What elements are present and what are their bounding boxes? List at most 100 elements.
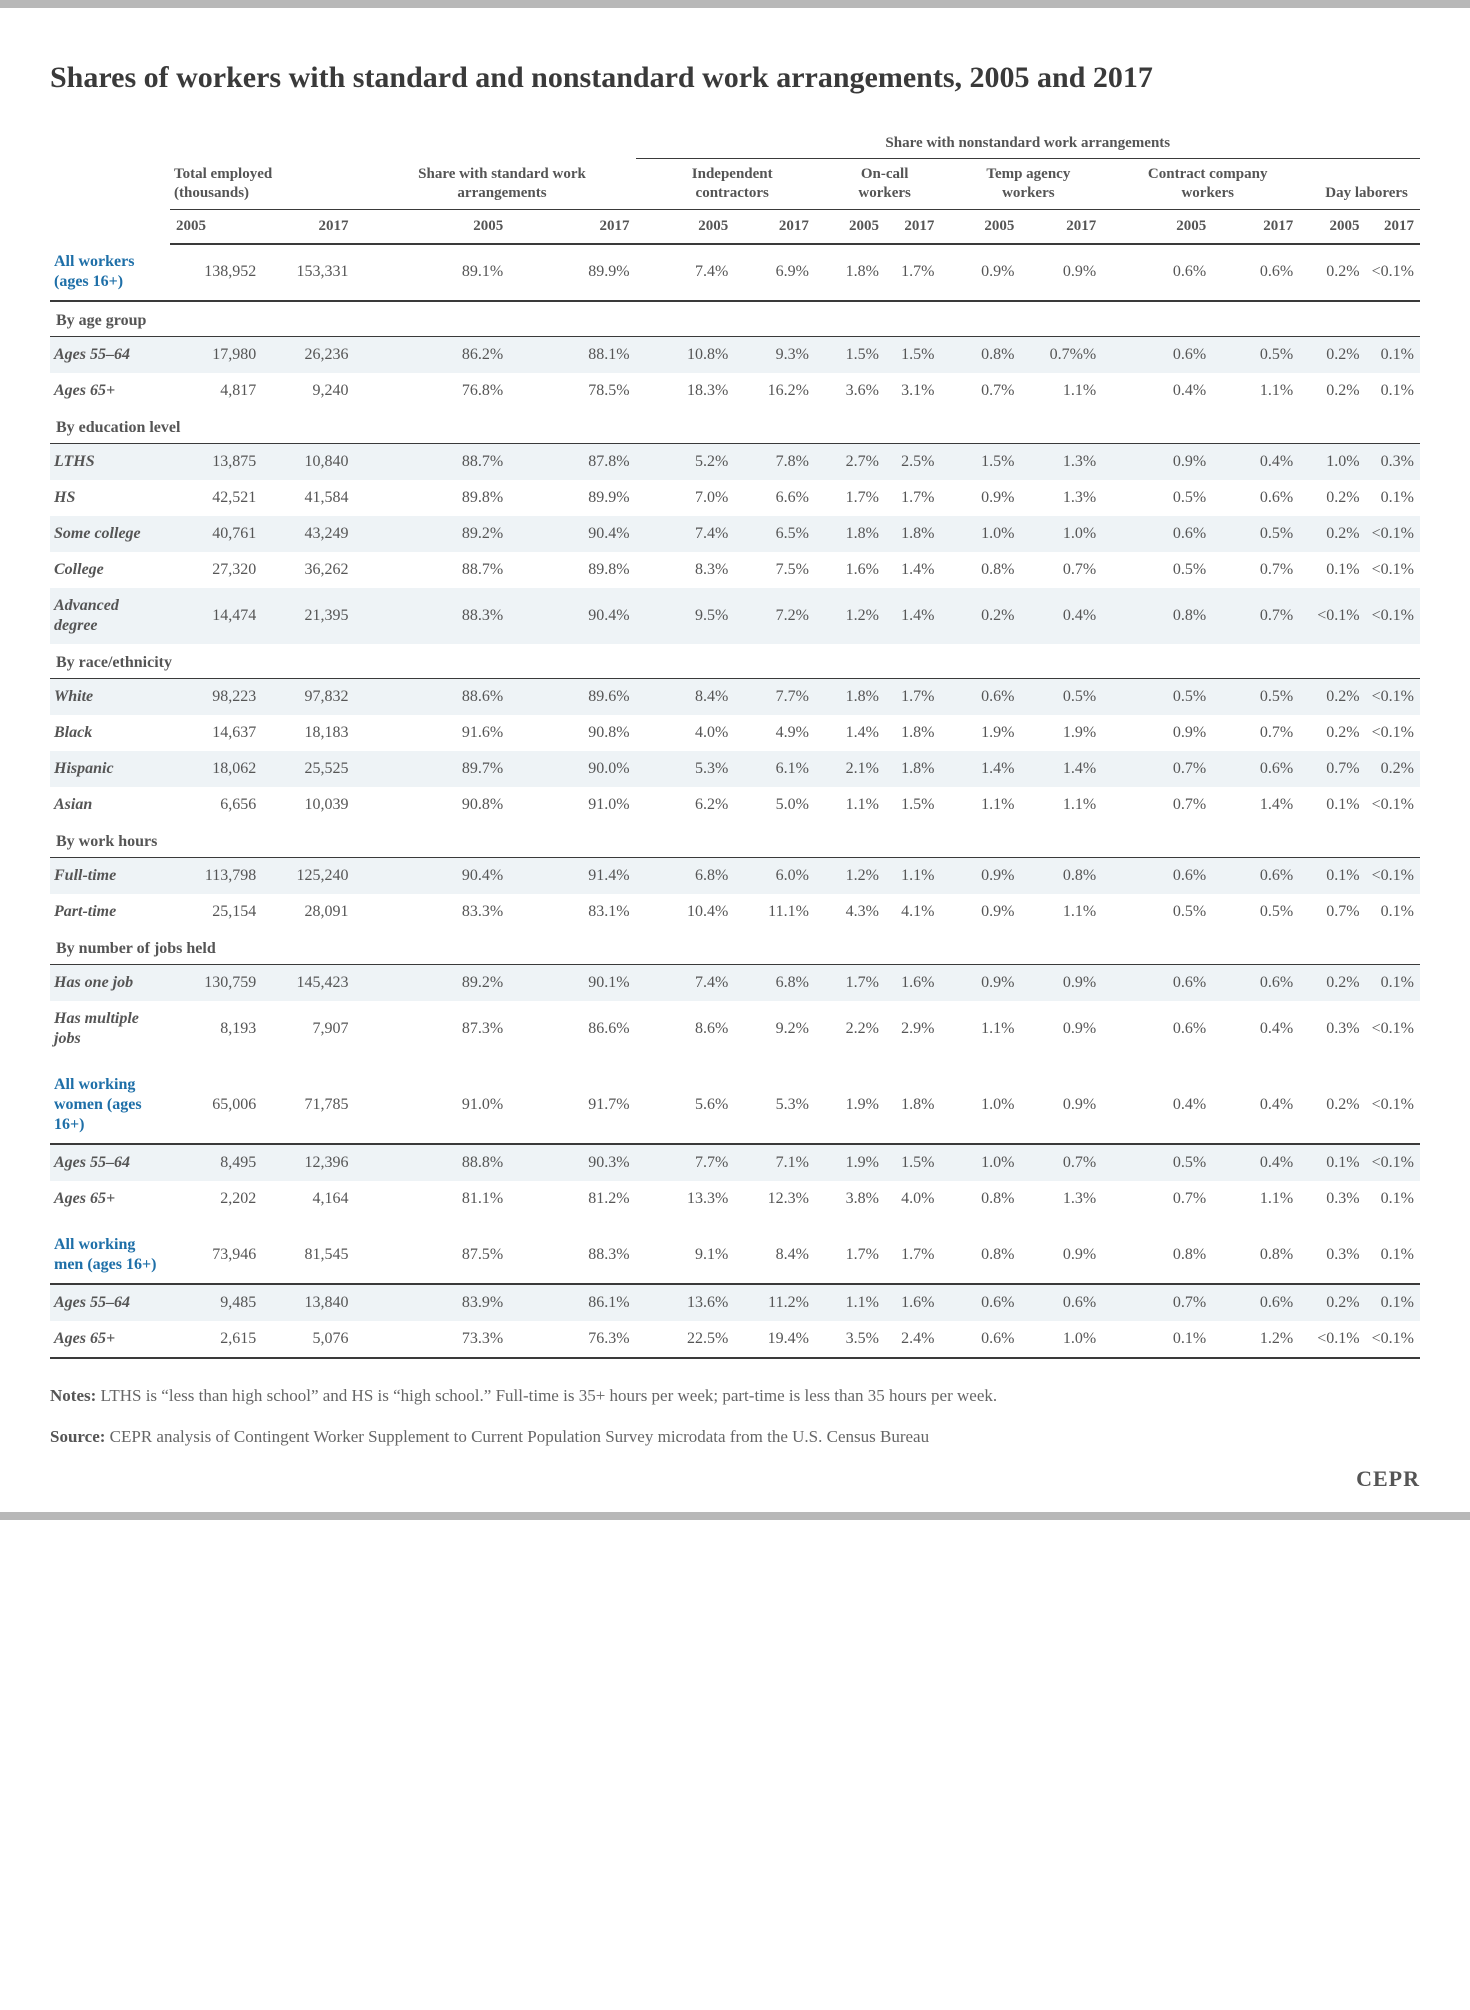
data-cell: 1.4% bbox=[940, 751, 1020, 787]
data-cell: 0.6% bbox=[1212, 480, 1299, 516]
data-cell: <0.1% bbox=[1366, 552, 1420, 588]
data-cell: 1.0% bbox=[1020, 1321, 1102, 1358]
data-cell: 0.7% bbox=[1020, 552, 1102, 588]
table-body: All workers (ages 16+)138,952153,33189.1… bbox=[50, 244, 1420, 1358]
data-cell: 0.6% bbox=[1102, 244, 1212, 301]
data-cell: 0.6% bbox=[1020, 1284, 1102, 1321]
data-cell: 13,840 bbox=[262, 1284, 354, 1321]
data-cell: 11.2% bbox=[734, 1284, 815, 1321]
data-cell: 7.4% bbox=[636, 964, 735, 1001]
data-cell: 41,584 bbox=[262, 480, 354, 516]
data-cell: 1.5% bbox=[940, 443, 1020, 480]
data-cell: 0.7% bbox=[1102, 1181, 1212, 1217]
data-cell: 9.1% bbox=[636, 1227, 735, 1284]
row-label: Has one job bbox=[50, 964, 170, 1001]
row-label: College bbox=[50, 552, 170, 588]
data-cell: 1.5% bbox=[815, 336, 885, 373]
data-cell: 1.1% bbox=[1020, 787, 1102, 823]
data-cell: 0.9% bbox=[940, 894, 1020, 930]
table-row: Has one job130,759145,42389.2%90.1%7.4%6… bbox=[50, 964, 1420, 1001]
data-cell: 28,091 bbox=[262, 894, 354, 930]
data-cell: 0.2% bbox=[1366, 751, 1420, 787]
data-cell: 87.8% bbox=[509, 443, 635, 480]
data-cell: 86.6% bbox=[509, 1001, 635, 1057]
table-row: Ages 55–649,48513,84083.9%86.1%13.6%11.2… bbox=[50, 1284, 1420, 1321]
data-cell: 12.3% bbox=[734, 1181, 815, 1217]
data-cell: 86.1% bbox=[509, 1284, 635, 1321]
data-cell: 5,076 bbox=[262, 1321, 354, 1358]
data-cell: 0.8% bbox=[940, 552, 1020, 588]
data-cell: 0.7% bbox=[940, 373, 1020, 409]
data-cell: 0.7% bbox=[1212, 588, 1299, 644]
row-label: All working women (ages 16+) bbox=[50, 1067, 170, 1144]
table-head: Share with nonstandard work arrangements… bbox=[50, 127, 1420, 244]
data-cell: 0.8% bbox=[1212, 1227, 1299, 1284]
data-cell: 1.4% bbox=[815, 715, 885, 751]
data-cell: 89.6% bbox=[509, 678, 635, 715]
data-cell: 4,817 bbox=[170, 373, 262, 409]
data-cell: 11.1% bbox=[734, 894, 815, 930]
table-row: Full-time113,798125,24090.4%91.4%6.8%6.0… bbox=[50, 857, 1420, 894]
data-cell: 87.5% bbox=[354, 1227, 509, 1284]
data-cell: 0.4% bbox=[1212, 443, 1299, 480]
data-cell: 6.8% bbox=[636, 857, 735, 894]
data-cell: 0.6% bbox=[1212, 244, 1299, 301]
data-cell: 0.6% bbox=[940, 1284, 1020, 1321]
table-row: Part-time25,15428,09183.3%83.1%10.4%11.1… bbox=[50, 894, 1420, 930]
data-cell: 0.4% bbox=[1212, 1067, 1299, 1144]
data-cell: 1.1% bbox=[940, 1001, 1020, 1057]
data-cell: 0.1% bbox=[1366, 1181, 1420, 1217]
data-cell: <0.1% bbox=[1366, 715, 1420, 751]
data-cell: 0.1% bbox=[1299, 552, 1365, 588]
table-row: College27,32036,26288.7%89.8%8.3%7.5%1.6… bbox=[50, 552, 1420, 588]
data-cell: 4.9% bbox=[734, 715, 815, 751]
data-cell: 0.8% bbox=[940, 336, 1020, 373]
table-row: Ages 65+2,6155,07673.3%76.3%22.5%19.4%3.… bbox=[50, 1321, 1420, 1358]
data-cell: 14,637 bbox=[170, 715, 262, 751]
row-label: Ages 65+ bbox=[50, 373, 170, 409]
data-cell: 73,946 bbox=[170, 1227, 262, 1284]
data-cell: 7.0% bbox=[636, 480, 735, 516]
data-cell: 2,615 bbox=[170, 1321, 262, 1358]
data-cell: <0.1% bbox=[1366, 244, 1420, 301]
data-cell: 1.3% bbox=[1020, 1181, 1102, 1217]
data-cell: 25,154 bbox=[170, 894, 262, 930]
data-cell: 91.6% bbox=[354, 715, 509, 751]
data-cell: 0.6% bbox=[1102, 857, 1212, 894]
data-cell: 88.3% bbox=[354, 588, 509, 644]
data-cell: 88.8% bbox=[354, 1144, 509, 1181]
data-cell: 0.2% bbox=[1299, 336, 1365, 373]
gap bbox=[50, 1217, 1420, 1227]
data-cell: 1.4% bbox=[885, 552, 940, 588]
data-cell: 1.1% bbox=[1020, 373, 1102, 409]
data-cell: 0.4% bbox=[1020, 588, 1102, 644]
data-cell: 1.1% bbox=[815, 787, 885, 823]
data-cell: 1.1% bbox=[1212, 1181, 1299, 1217]
year-header: 2017 bbox=[262, 209, 354, 244]
data-cell: 0.8% bbox=[940, 1227, 1020, 1284]
table-row: Advanced degree14,47421,39588.3%90.4%9.5… bbox=[50, 588, 1420, 644]
data-cell: 0.9% bbox=[1020, 1067, 1102, 1144]
data-cell: 0.9% bbox=[1020, 244, 1102, 301]
data-cell: 0.7% bbox=[1212, 552, 1299, 588]
data-cell: 40,761 bbox=[170, 516, 262, 552]
data-cell: 3.8% bbox=[815, 1181, 885, 1217]
notes-line: Notes: LTHS is “less than high school” a… bbox=[50, 1383, 1420, 1409]
data-cell: 7.7% bbox=[636, 1144, 735, 1181]
data-cell: 1.6% bbox=[885, 964, 940, 1001]
data-cell: 0.6% bbox=[1212, 857, 1299, 894]
row-label: LTHS bbox=[50, 443, 170, 480]
data-cell: 0.8% bbox=[1020, 857, 1102, 894]
table-row: Ages 65+4,8179,24076.8%78.5%18.3%16.2%3.… bbox=[50, 373, 1420, 409]
data-cell: 12,396 bbox=[262, 1144, 354, 1181]
data-cell: 2,202 bbox=[170, 1181, 262, 1217]
data-cell: 7.8% bbox=[734, 443, 815, 480]
data-cell: 1.2% bbox=[1212, 1321, 1299, 1358]
data-cell: 81.2% bbox=[509, 1181, 635, 1217]
footer-logo: CEPR bbox=[50, 1466, 1420, 1492]
data-cell: 153,331 bbox=[262, 244, 354, 301]
year-header: 2005 bbox=[940, 209, 1020, 244]
data-cell: 2.9% bbox=[885, 1001, 940, 1057]
data-cell: 13,875 bbox=[170, 443, 262, 480]
data-cell: 5.3% bbox=[636, 751, 735, 787]
